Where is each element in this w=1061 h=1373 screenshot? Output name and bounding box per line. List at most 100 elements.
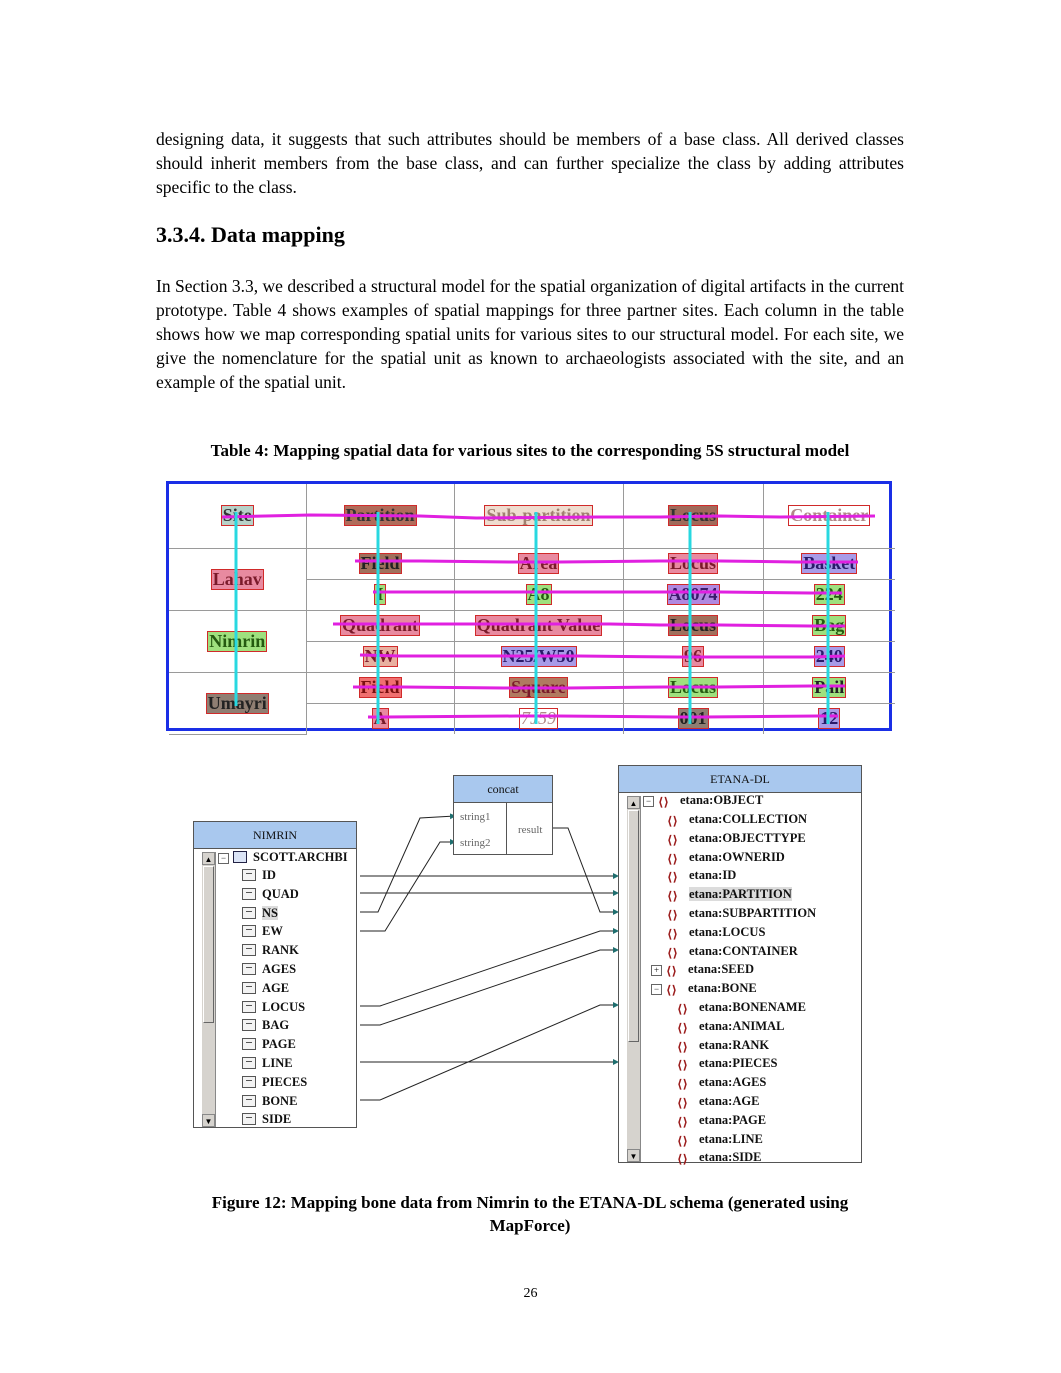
cell: A8 bbox=[453, 578, 624, 611]
nimrin-field-page[interactable]: PAGE bbox=[242, 1036, 296, 1052]
etana-bone-page[interactable]: ⟨⟩ etana:PAGE bbox=[677, 1112, 767, 1129]
table-icon bbox=[233, 851, 247, 863]
etana-bone-side[interactable]: ⟨⟩ etana:SIDE bbox=[677, 1150, 762, 1167]
element-icon: ⟨⟩ bbox=[677, 1058, 688, 1073]
element-icon: ⟨⟩ bbox=[677, 1077, 688, 1092]
etana-title: ETANA-DL bbox=[619, 766, 861, 793]
figure-caption-line2: MapForce) bbox=[489, 1216, 571, 1235]
concat-input-string2[interactable]: string2 bbox=[460, 837, 491, 849]
nimrin-field-ns[interactable]: NS bbox=[242, 905, 278, 921]
scroll-down-icon[interactable]: ▼ bbox=[202, 1114, 215, 1127]
element-icon: ⟨⟩ bbox=[677, 1039, 688, 1054]
etana-schema-box[interactable]: ETANA-DL ▲ ▼ − ⟨⟩ etana:OBJECT ⟨⟩ etana:COL… bbox=[618, 765, 862, 1167]
element-icon: ⟨⟩ bbox=[667, 945, 678, 960]
nimrin-schema-box[interactable]: NIMRIN ▲ ▼ − SCOTT.ARCHBI ID QUAD NS EW RANK A… bbox=[193, 821, 357, 1128]
cell: A8074 bbox=[622, 578, 764, 611]
nimrin-field-side[interactable]: SIDE bbox=[242, 1111, 291, 1127]
scroll-thumb[interactable] bbox=[203, 866, 214, 1023]
page-number: 26 bbox=[523, 1286, 538, 1301]
element-icon: ⟨⟩ bbox=[667, 908, 678, 922]
nimrin-title: NIMRIN bbox=[194, 822, 356, 849]
nimrin-field-locus[interactable]: LOCUS bbox=[242, 999, 305, 1015]
concat-function-box[interactable]: concat string1 string2 result bbox=[453, 775, 553, 855]
element-icon: ⟨⟩ bbox=[666, 983, 677, 998]
concat-title: concat bbox=[454, 776, 552, 803]
field-icon bbox=[242, 925, 256, 938]
etana-bone-animal[interactable]: ⟨⟩ etana:ANIMAL bbox=[677, 1018, 785, 1035]
element-icon: ⟨⟩ bbox=[667, 851, 678, 866]
etana-bone-pieces[interactable]: ⟨⟩ etana:PIECES bbox=[677, 1056, 778, 1073]
nimrin-field-ew[interactable]: EW bbox=[242, 923, 283, 939]
cell: Locus bbox=[622, 547, 764, 580]
etana-item-seed[interactable]: + ⟨⟩ etana:SEED bbox=[651, 961, 754, 979]
etana-bone-rank[interactable]: ⟨⟩ etana:RANK bbox=[677, 1037, 770, 1054]
etana-item-subpartition[interactable]: ⟨⟩ etana:SUBPARTITION bbox=[667, 906, 817, 922]
nimrin-root[interactable]: − SCOTT.ARCHBI bbox=[218, 849, 348, 865]
element-icon: ⟨⟩ bbox=[666, 964, 677, 979]
figure-caption-line1: Figure 12: Mapping bone data from Nimrin… bbox=[211, 1193, 849, 1212]
collapse-icon[interactable]: − bbox=[651, 984, 662, 996]
field-icon bbox=[242, 1094, 256, 1107]
expand-icon[interactable]: + bbox=[651, 965, 662, 977]
etana-item-ownerid[interactable]: ⟨⟩ etana:OWNERID bbox=[667, 849, 785, 866]
field-icon bbox=[242, 944, 256, 957]
nimrin-field-ages[interactable]: AGES bbox=[242, 961, 296, 977]
element-icon: ⟨⟩ bbox=[667, 926, 678, 941]
element-icon: ⟨⟩ bbox=[667, 870, 678, 885]
scroll-up-icon[interactable]: ▲ bbox=[627, 796, 640, 809]
field-icon bbox=[242, 981, 256, 994]
section-heading: 3.3.4. Data mapping bbox=[156, 222, 345, 247]
scroll-up-icon[interactable]: ▲ bbox=[202, 852, 215, 865]
nimrin-scrollbar[interactable]: ▲ ▼ bbox=[202, 852, 216, 1127]
field-icon bbox=[242, 906, 256, 919]
element-icon: ⟨⟩ bbox=[677, 1020, 688, 1035]
etana-scrollbar[interactable]: ▲ ▼ bbox=[627, 796, 641, 1162]
etana-item-objecttype[interactable]: ⟨⟩ etana:OBJECTTYPE bbox=[667, 830, 806, 847]
etana-item-collection[interactable]: ⟨⟩ etana:COLLECTION bbox=[667, 812, 808, 828]
etana-bone-bonename[interactable]: ⟨⟩ etana:BONENAME bbox=[677, 1000, 806, 1016]
collapse-icon[interactable]: − bbox=[643, 796, 654, 807]
field-icon bbox=[242, 1075, 256, 1088]
nimrin-field-pieces[interactable]: PIECES bbox=[242, 1074, 307, 1090]
etana-root[interactable]: − ⟨⟩ etana:OBJECT bbox=[643, 792, 763, 809]
nimrin-field-quad[interactable]: QUAD bbox=[242, 886, 299, 902]
element-icon: ⟨⟩ bbox=[667, 832, 678, 847]
element-icon: ⟨⟩ bbox=[677, 1114, 688, 1129]
paragraph-data-mapping: In Section 3.3, we described a structura… bbox=[156, 276, 904, 392]
site-lahav: Lahav bbox=[169, 547, 307, 611]
cell: Field bbox=[305, 547, 455, 580]
field-icon bbox=[242, 1019, 256, 1032]
etana-item-locus[interactable]: ⟨⟩ etana:LOCUS bbox=[667, 924, 766, 941]
concat-output-result[interactable]: result bbox=[518, 824, 543, 836]
collapse-icon[interactable]: − bbox=[218, 853, 229, 864]
paragraph-intro: designing data, it suggests that such at… bbox=[156, 129, 904, 197]
field-icon bbox=[242, 1057, 256, 1069]
etana-bone-ages[interactable]: ⟨⟩ etana:AGES bbox=[677, 1075, 767, 1092]
element-icon: ⟨⟩ bbox=[677, 1133, 688, 1148]
etana-item-container[interactable]: ⟨⟩ etana:CONTAINER bbox=[667, 943, 798, 960]
element-icon: ⟨⟩ bbox=[677, 1002, 688, 1016]
scroll-down-icon[interactable]: ▼ bbox=[627, 1149, 640, 1162]
nimrin-field-line[interactable]: LINE bbox=[242, 1055, 293, 1071]
field-icon bbox=[242, 887, 256, 900]
nimrin-field-age[interactable]: AGE bbox=[242, 980, 289, 996]
nimrin-field-rank[interactable]: RANK bbox=[242, 942, 299, 958]
nimrin-field-bag[interactable]: BAG bbox=[242, 1017, 289, 1033]
cell: 7J59 bbox=[453, 702, 624, 734]
site-nimrin: Nimrin bbox=[169, 609, 307, 673]
etana-bone-age[interactable]: ⟨⟩ etana:AGE bbox=[677, 1094, 760, 1110]
cell: I bbox=[306, 578, 455, 611]
etana-item-bone[interactable]: − ⟨⟩ etana:BONE bbox=[651, 980, 757, 998]
etana-item-id[interactable]: ⟨⟩ etana:ID bbox=[667, 868, 737, 885]
field-icon bbox=[242, 1000, 256, 1013]
etana-item-partition[interactable]: ⟨⟩ etana:PARTITION bbox=[667, 887, 792, 904]
concat-input-string1[interactable]: string1 bbox=[460, 811, 491, 823]
nimrin-field-id[interactable]: ID bbox=[242, 867, 276, 883]
field-icon bbox=[242, 963, 256, 975]
etana-bone-line[interactable]: ⟨⟩ etana:LINE bbox=[677, 1131, 763, 1148]
element-icon: ⟨⟩ bbox=[667, 814, 678, 828]
nimrin-field-bone[interactable]: BONE bbox=[242, 1093, 297, 1109]
scroll-thumb[interactable] bbox=[628, 810, 639, 1042]
